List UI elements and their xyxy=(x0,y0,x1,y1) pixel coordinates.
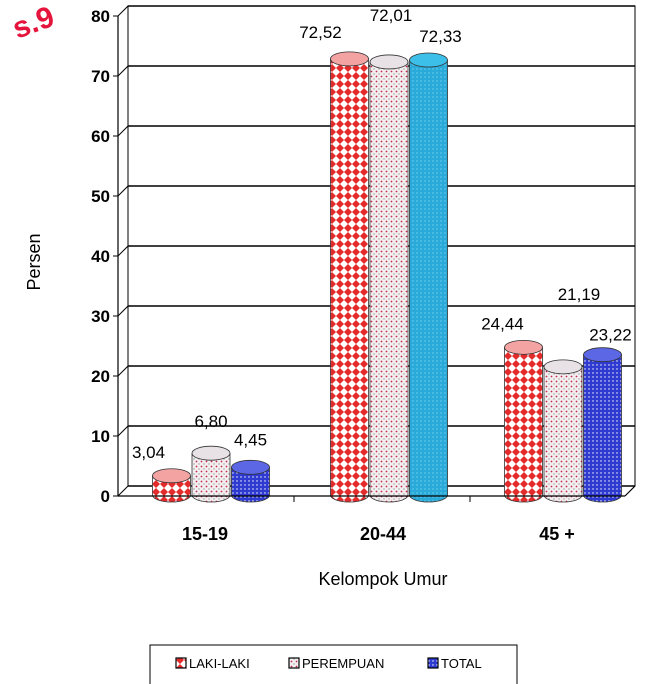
bars xyxy=(152,51,622,503)
data-label: 6,80 xyxy=(194,412,227,431)
gridline-side xyxy=(117,305,129,317)
bar xyxy=(409,52,448,503)
legend: LAKI-LAKI PEREMPUAN TOTAL xyxy=(149,644,518,684)
x-tick-label: 45 + xyxy=(539,524,575,544)
y-tick-label: 10 xyxy=(91,427,110,446)
bar xyxy=(330,51,369,503)
legend-swatch xyxy=(288,657,300,669)
legend-label: TOTAL xyxy=(441,656,482,671)
legend-swatch xyxy=(427,657,439,669)
gridline-side xyxy=(117,185,129,197)
floor-edge xyxy=(624,485,636,497)
watermark: s.9 xyxy=(8,0,58,45)
gridline-side xyxy=(117,65,129,77)
legend-label: LAKI-LAKI xyxy=(189,656,250,671)
data-label: 21,19 xyxy=(558,285,601,304)
legend-entry: TOTAL xyxy=(427,656,482,671)
bar xyxy=(369,54,409,503)
y-tick-label: 30 xyxy=(91,307,110,326)
bar xyxy=(504,339,543,503)
bar xyxy=(583,347,622,503)
bar xyxy=(191,445,231,503)
data-label: 72,33 xyxy=(419,27,462,46)
legend-swatch xyxy=(175,657,187,669)
y-tick-label: 0 xyxy=(101,487,110,506)
legend-entry: PEREMPUAN xyxy=(288,656,384,671)
x-tick-label: 20-44 xyxy=(360,524,406,544)
legend-box xyxy=(149,644,518,684)
y-tick-label: 20 xyxy=(91,367,110,386)
y-tick-label: 60 xyxy=(91,127,110,146)
x-tick-label: 15-19 xyxy=(182,524,228,544)
legend-entry: LAKI-LAKI xyxy=(175,656,250,671)
data-label: 72,01 xyxy=(370,6,413,25)
data-label: 24,44 xyxy=(481,314,524,333)
bar xyxy=(152,468,191,503)
gridline-side xyxy=(117,365,129,377)
watermark-text: s.9 xyxy=(8,0,58,45)
legend-label: PEREMPUAN xyxy=(302,656,384,671)
y-axis-title: Persen xyxy=(24,233,44,290)
y-tick-label: 70 xyxy=(91,67,110,86)
data-label: 72,52 xyxy=(299,23,342,42)
gridline-side xyxy=(117,485,129,497)
gridline-side xyxy=(117,425,129,437)
y-tick-label: 80 xyxy=(91,7,110,26)
axes: 0 10 20 30 40 50 60 70 80 15-19 20-44 45 + xyxy=(91,7,636,544)
data-label: 23,22 xyxy=(589,326,632,345)
gridline-side xyxy=(117,5,129,17)
y-tick-label: 40 xyxy=(91,247,110,266)
x-axis-title: Kelompok Umur xyxy=(318,569,447,589)
bar xyxy=(543,359,583,503)
gridline-side xyxy=(117,125,129,137)
data-label: 4,45 xyxy=(234,430,267,449)
y-tick-label: 50 xyxy=(91,187,110,206)
data-labels: 3,04 6,80 4,45 72,52 72,01 72,33 24,44 21,19 23,… xyxy=(132,6,632,462)
data-label: 3,04 xyxy=(132,443,165,462)
gridline-side xyxy=(117,245,129,257)
